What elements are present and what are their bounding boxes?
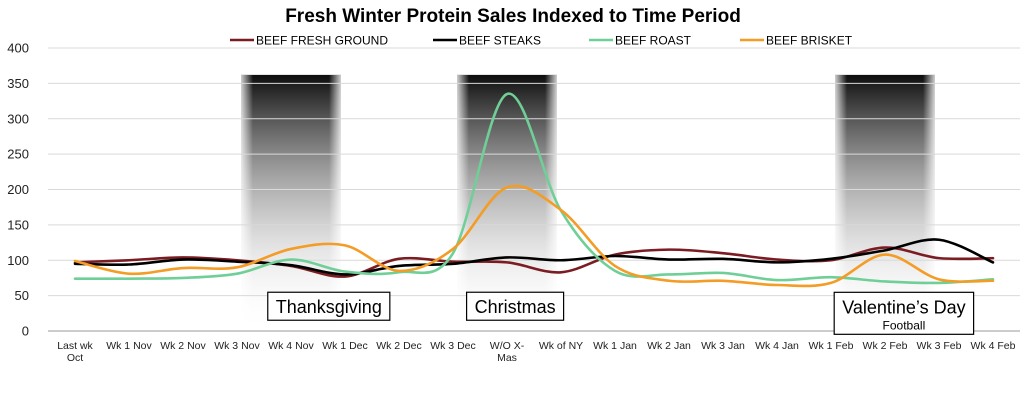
- legend-label-beef-roast: BEEF ROAST: [615, 34, 692, 48]
- series-lines: [73, 92, 995, 288]
- x-tick-label: W/O X-Mas: [490, 340, 525, 364]
- legend: BEEF FRESH GROUND BEEF STEAKS BEEF ROAST BE…: [230, 34, 853, 48]
- x-tick-label: Wk 4 Nov: [268, 340, 314, 352]
- y-tick-label: 350: [7, 76, 29, 91]
- highlight-band-2: [835, 74, 935, 331]
- series-line-beef-roast: [73, 92, 995, 285]
- x-tick-label: Wk 3 Feb: [917, 340, 962, 352]
- chart-title: Fresh Winter Protein Sales Indexed to Ti…: [285, 6, 741, 27]
- x-tick-label: Wk of NY: [539, 340, 583, 352]
- x-tick-label: Wk 2 Jan: [647, 340, 691, 352]
- x-tick-label: Wk 2 Feb: [863, 340, 908, 352]
- y-tick-label: 0: [22, 324, 29, 339]
- x-tick-label: Wk 1 Jan: [593, 340, 637, 352]
- annotation-box: [465, 291, 565, 321]
- annotation-0: Thanksgiving: [267, 291, 391, 321]
- x-tick-label: Wk 1 Dec: [322, 340, 368, 352]
- annotation-label: Valentine’s Day: [842, 297, 965, 317]
- legend-label-beef-steaks: BEEF STEAKS: [459, 34, 541, 48]
- x-tick-label: Wk 2 Dec: [376, 340, 422, 352]
- y-tick-label: 100: [7, 253, 29, 268]
- x-tick-label: Wk 3 Dec: [430, 340, 476, 352]
- y-tick-label: 200: [7, 182, 29, 197]
- highlight-band-0: [241, 74, 341, 331]
- highlight-band-1: [457, 74, 557, 331]
- annotation-box: [267, 291, 391, 321]
- x-tick-label: Wk 2 Nov: [160, 340, 206, 352]
- x-tick-label: Wk 3 Jan: [701, 340, 745, 352]
- series-line-beef-brisket: [73, 184, 995, 288]
- x-tick-label: Wk 1 Feb: [809, 340, 854, 352]
- x-tick-label: Wk 1 Nov: [106, 340, 152, 352]
- y-tick-label: 250: [7, 147, 29, 162]
- annotation-1: Christmas: [465, 291, 565, 321]
- highlight-band-edge-right-0: [329, 74, 341, 331]
- y-tick-label: 400: [7, 41, 29, 56]
- x-tick-label: Wk 3 Nov: [214, 340, 260, 352]
- annotation-box: [833, 291, 975, 335]
- y-axis: 0 50 100 150 200 250 300 350 400: [7, 41, 29, 339]
- annotation-label: Christmas: [475, 297, 556, 317]
- legend-label-beef-fresh-ground: BEEF FRESH GROUND: [256, 34, 388, 48]
- highlight-band-edge-left-2: [835, 74, 847, 331]
- highlight-band-edge-left-1: [457, 74, 469, 331]
- y-tick-label: 50: [15, 288, 29, 303]
- highlight-band-edge-right-2: [923, 74, 935, 331]
- highlight-band-edge-left-0: [241, 74, 253, 331]
- x-tick-label: Wk 4 Feb: [971, 340, 1016, 352]
- x-axis: Last wk Oct Wk 1 Nov Wk 2 Nov Wk 3 Nov Wk 4 N…: [57, 340, 1015, 364]
- x-tick-label: Last wk Oct: [57, 340, 93, 364]
- x-tick-label: Wk 4 Jan: [755, 340, 799, 352]
- y-tick-label: 150: [7, 217, 29, 232]
- y-tick-label: 300: [7, 111, 29, 126]
- annotations: Thanksgiving Christmas Valentine’s DayFoot…: [267, 291, 975, 335]
- annotation-label: Thanksgiving: [276, 297, 382, 317]
- legend-label-beef-brisket: BEEF BRISKET: [766, 34, 853, 48]
- series-line-beef-steaks: [73, 238, 995, 276]
- annotation-sublabel: Football: [883, 318, 926, 332]
- highlight-bands: [241, 74, 935, 331]
